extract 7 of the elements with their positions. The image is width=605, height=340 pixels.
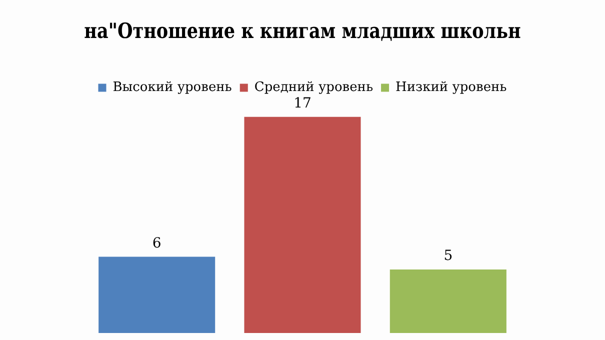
data-label: 5	[444, 248, 453, 264]
legend-label: Низкий уровень	[396, 80, 507, 96]
legend-label: Высокий уровень	[112, 80, 232, 96]
data-label: 6	[152, 235, 162, 252]
legend-label: Средний уровень	[254, 80, 374, 96]
chart-title: на"Отношение к книгам младших школьн	[84, 18, 521, 44]
data-label: 17	[294, 96, 312, 112]
